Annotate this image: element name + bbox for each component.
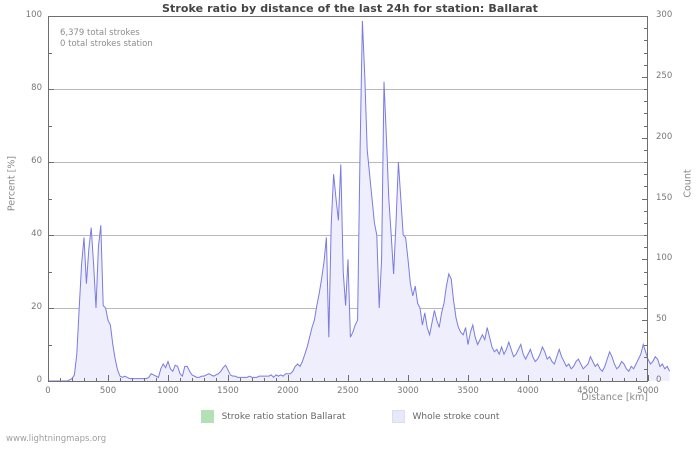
y-left-tick-label-20: 20 <box>31 302 42 312</box>
x-tick-label-0: 0 <box>45 386 51 396</box>
y-right-tick-label-50: 50 <box>656 314 667 325</box>
x-tick-label-2500: 2500 <box>337 386 359 396</box>
legend-label-stroke-ratio-station: Stroke ratio station Ballarat <box>221 411 346 422</box>
y-right-tick-label-0: 0 <box>656 375 662 385</box>
x-tick-label-2000: 2000 <box>277 386 299 396</box>
x-tick-label-1500: 1500 <box>217 386 239 396</box>
tick-marks <box>48 16 649 382</box>
x-tick-label-1000: 1000 <box>157 386 179 396</box>
x-axis-title: Distance [km] <box>581 392 648 403</box>
y-left-tick-label-60: 60 <box>31 156 42 166</box>
y-left-tick-label-80: 80 <box>31 83 42 93</box>
legend-label-whole-stroke-count: Whole stroke count <box>412 411 500 422</box>
series-area-whole-stroke-count <box>48 20 670 382</box>
legend-item-whole-stroke-count: Whole stroke count <box>391 410 500 423</box>
y-left-tick-label-40: 40 <box>31 229 42 239</box>
chart-annotation: 6,379 total strokes 0 total strokes stat… <box>60 28 153 50</box>
legend-swatch-whole-stroke-count <box>391 410 405 423</box>
annotation-total-strokes-station: 0 total strokes station <box>60 39 153 49</box>
x-tick-label-5000: 5000 <box>637 386 659 396</box>
y-axis-right-title: Count <box>682 169 694 198</box>
x-tick-label-3500: 3500 <box>457 386 479 396</box>
x-tick-label-3000: 3000 <box>397 386 419 396</box>
y-left-tick-label-100: 100 <box>25 10 42 20</box>
page-title: Stroke ratio by distance of the last 24h… <box>161 2 539 15</box>
y-right-tick-label-150: 150 <box>656 192 673 203</box>
x-tick-label-4500: 4500 <box>577 386 599 396</box>
x-tick-label-500: 500 <box>99 386 117 396</box>
site-footer: www.lightningmaps.org <box>6 434 107 444</box>
y-right-tick-label-100: 100 <box>656 253 673 264</box>
legend-item-stroke-ratio-station: Stroke ratio station Ballarat <box>200 410 346 423</box>
y-right-tick-label-300: 300 <box>656 10 673 20</box>
series-line-whole-stroke-count <box>48 20 671 382</box>
annotation-total-strokes: 6,379 total strokes <box>60 28 140 38</box>
x-tick-label-4000: 4000 <box>517 386 539 396</box>
chart-legend: Stroke ratio station Ballarat Whole stro… <box>0 410 700 423</box>
y-left-tick-label-0: 0 <box>36 375 42 385</box>
y-right-tick-label-250: 250 <box>656 70 673 81</box>
legend-swatch-stroke-ratio-station <box>200 410 214 423</box>
y-right-tick-label-200: 200 <box>656 131 673 142</box>
